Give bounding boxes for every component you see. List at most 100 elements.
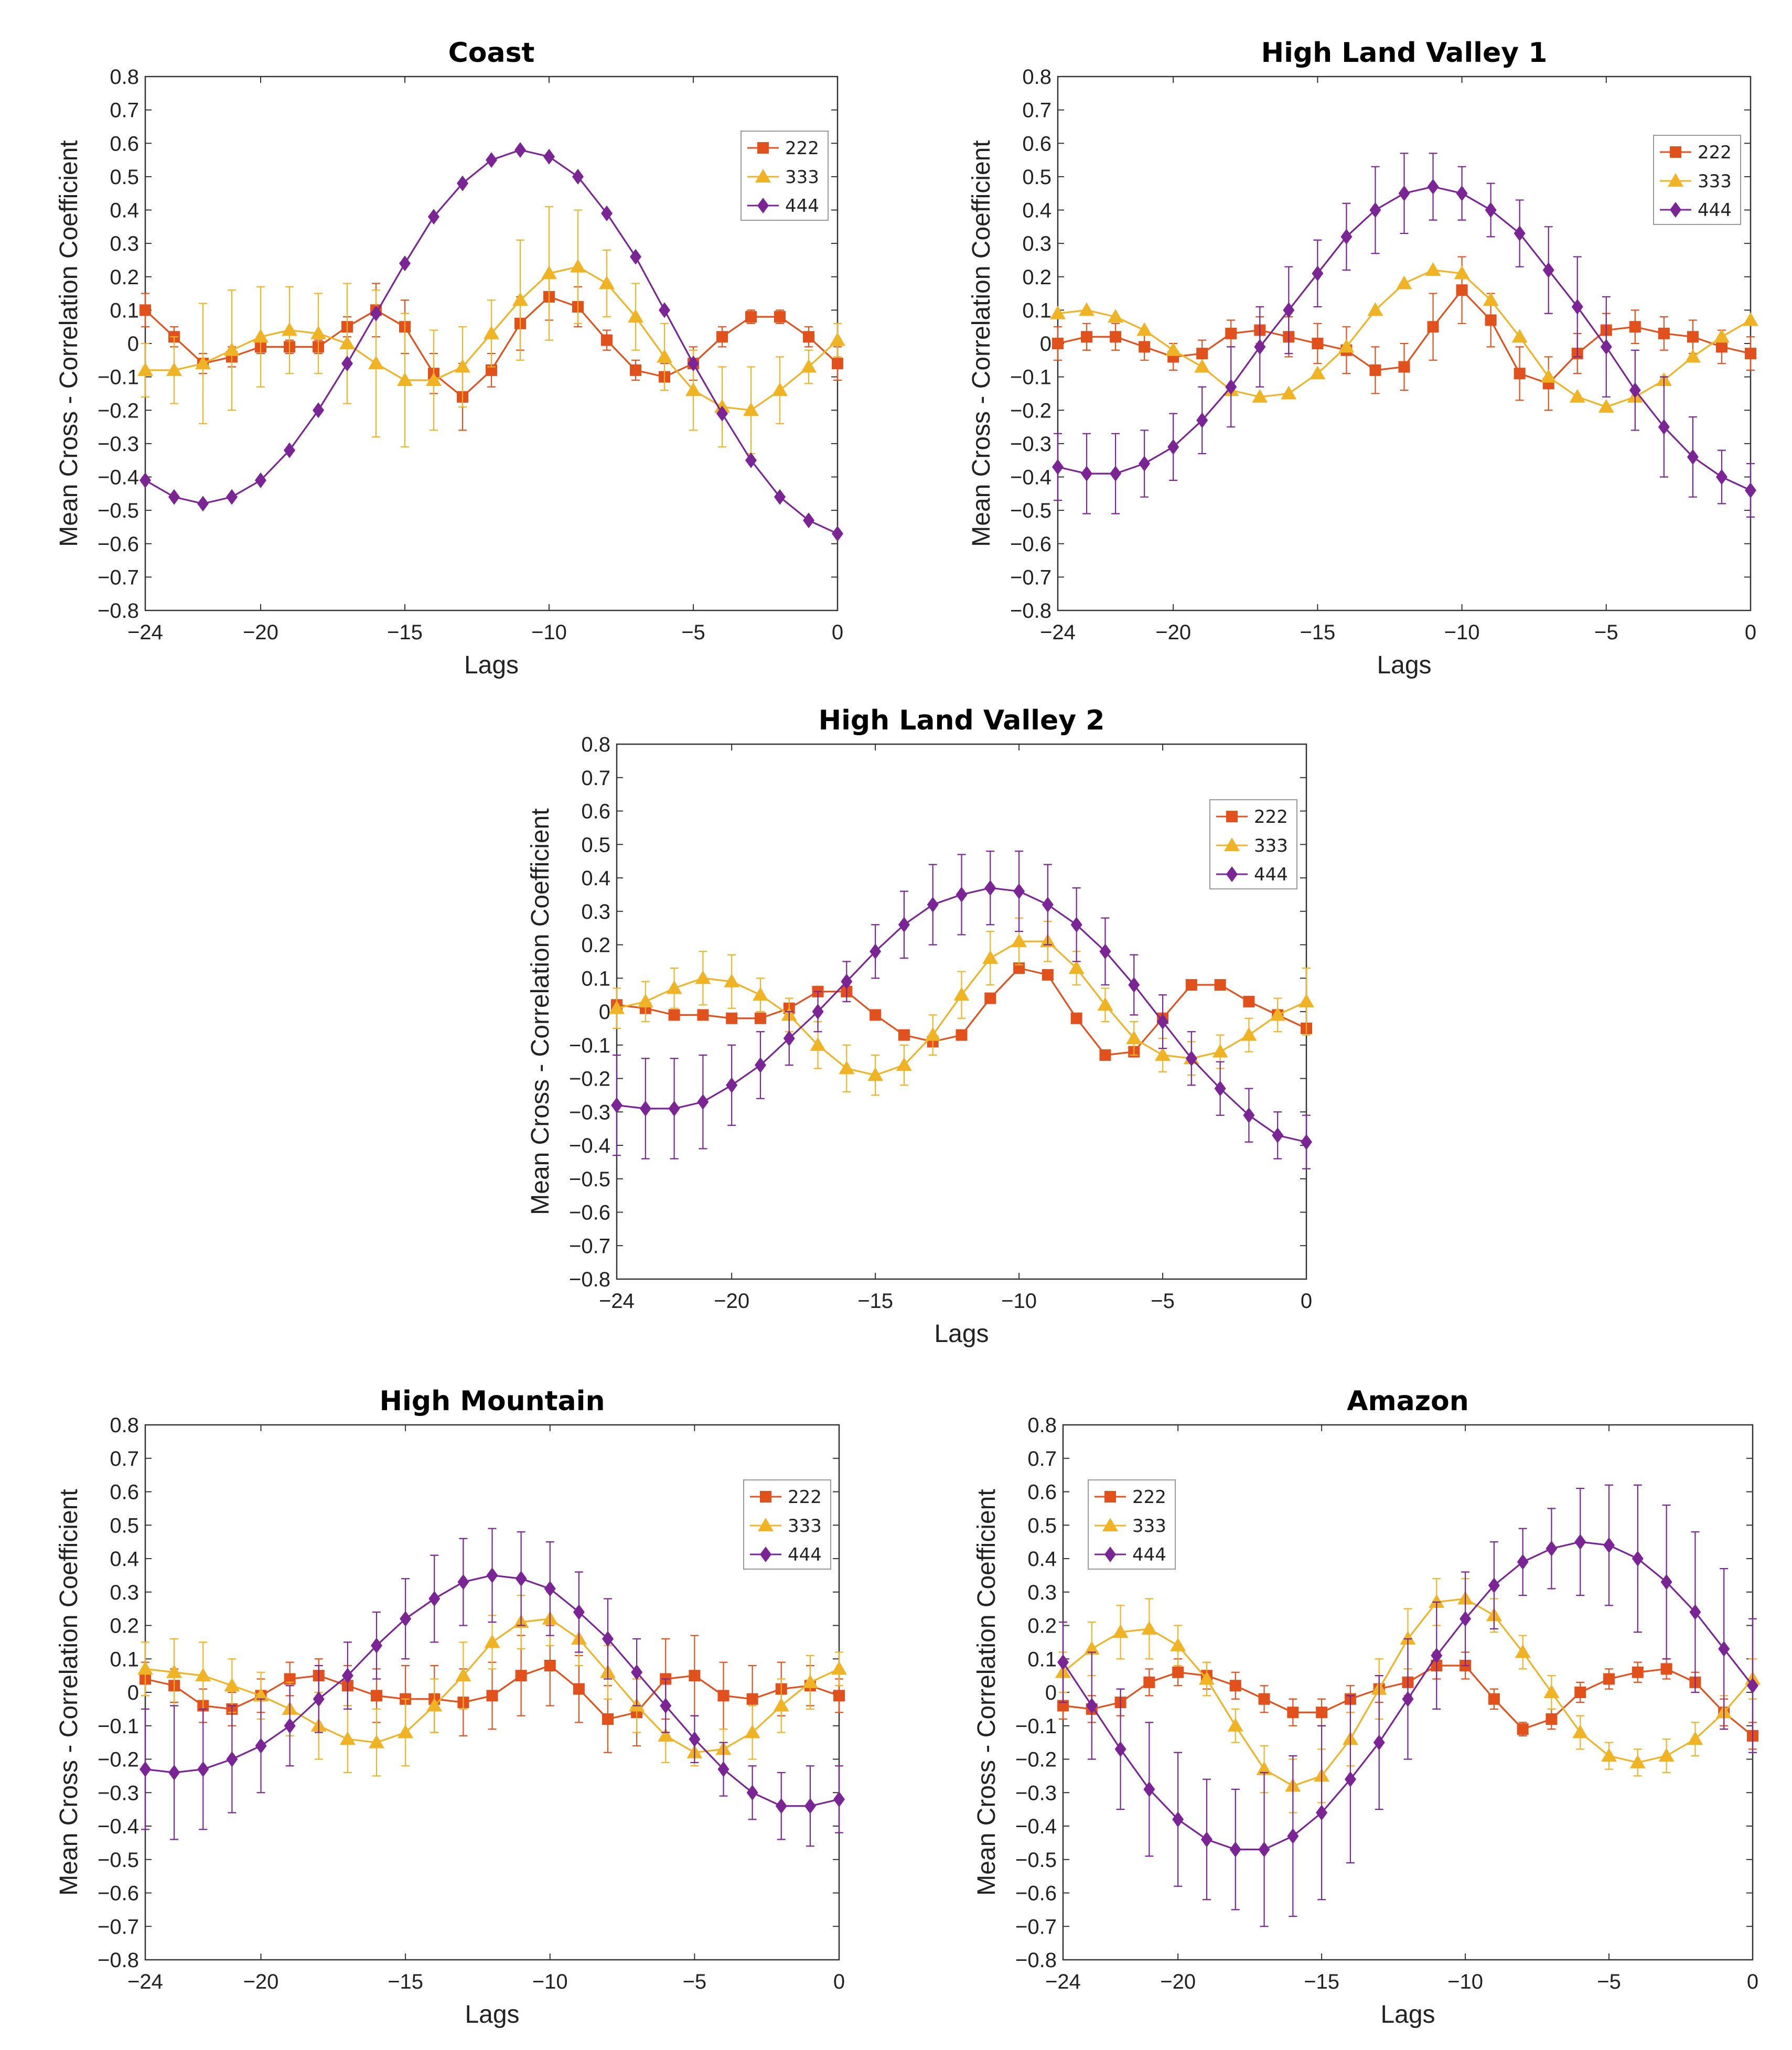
chart1-point-222 [1369,364,1381,376]
chart3-xtick-label: −5 [683,1970,707,1993]
chart1-ytick-label: −0.4 [1010,466,1051,489]
chart0-y-axis-label: Mean Cross - Correlation Coefficient [55,140,83,546]
chart2-legend-label-333: 333 [1254,835,1288,856]
chart0-point-222 [716,331,728,343]
chart0-point-333 [628,309,643,323]
chart1-legend-marker-444 [1670,202,1681,218]
chart0-point-444 [168,489,180,505]
chart2-point-444 [668,1100,680,1117]
chart3-point-444 [631,1664,643,1680]
chart4-ytick-label: 0.3 [1027,1581,1057,1604]
chart2-point-444 [1128,977,1140,993]
chart4-point-333 [1543,1684,1560,1698]
chart2-point-444 [611,1097,623,1113]
chart2-legend-marker-444 [1226,866,1238,882]
chart4-point-444 [1747,1678,1758,1694]
chart0-ytick-label: −0.2 [98,399,139,422]
chart0-ytick-label: −0.8 [98,599,139,622]
chart1-point-222 [1225,327,1237,339]
chart1-ytick-label: 0.7 [1022,99,1051,122]
chart1-point-333 [1684,349,1701,363]
chart0-ytick-label: 0.1 [110,299,139,322]
chart0-point-444 [370,305,382,321]
chart4-point-222 [1632,1666,1644,1678]
chart4-xtick-label: 0 [1747,1970,1758,1993]
chart2-title: High Land Valley 2 [819,705,1105,736]
chart4-point-444 [1143,1781,1155,1797]
chart0-point-444 [457,175,468,191]
chart1-point-333 [1540,369,1557,383]
chart1-point-222 [1427,321,1439,333]
chart2-point-222 [1243,995,1255,1007]
chart3-legend-marker-222 [760,1491,771,1502]
chart1-point-444 [1052,459,1064,475]
chart4-point-444 [1460,1611,1472,1627]
chart3-point-444 [255,1738,267,1754]
chart0-point-222 [803,331,814,343]
chart1-point-444 [1514,226,1526,242]
chart3-ytick-label: −0.8 [98,1949,139,1972]
chart3-point-222 [602,1713,614,1725]
chart1-point-222 [1687,331,1699,343]
chart4-ytick-label: −0.3 [1015,1781,1057,1805]
chart2-point-222 [726,1012,738,1024]
chart2-point-444 [1013,883,1025,899]
chart4-point-222 [1229,1680,1241,1692]
chart0-ytick-label: 0.2 [110,266,139,289]
chart0-legend: 222 333 444 [741,131,829,221]
chart4-point-444 [1114,1741,1126,1757]
chart1-ytick-label: −0.8 [1010,599,1051,622]
chart0-ytick-label: −0.3 [98,433,139,456]
chart1-legend-label-222: 222 [1698,142,1732,163]
chart2-point-444 [1214,1080,1226,1097]
chart1-point-444 [1571,299,1583,315]
chart3-point-444 [341,1668,353,1684]
chart1-point-222 [1139,341,1151,353]
chart1-point-444 [1139,456,1151,472]
chart3-ytick-label: 0.8 [110,1414,139,1437]
chart1-point-333 [1598,399,1614,413]
chart3-point-444 [804,1798,816,1814]
chart3-point-444 [371,1637,382,1654]
chart1-ytick-label: −0.1 [1010,366,1051,389]
chart1-ytick-label: 0.4 [1022,199,1051,222]
chart3-xtick-label: 0 [833,1970,845,1993]
chart0-xtick-label: −20 [243,621,278,644]
chart3-ytick-label: −0.1 [98,1715,139,1738]
chart4-point-222 [1316,1706,1328,1719]
chart2-point-444 [1157,1014,1169,1030]
chart1-point-333 [1454,265,1470,280]
chart4-point-222 [1546,1713,1558,1725]
chart3-point-222 [573,1683,585,1695]
chart0-point-333 [772,382,788,396]
chart2-point-444 [956,886,968,903]
chart3-ytick-label: 0.2 [110,1615,139,1638]
chart2-point-444 [927,897,939,913]
chart2-point-222 [1099,1049,1111,1061]
chart1-point-333 [1396,275,1412,289]
chart3-ytick-label: −0.5 [98,1849,139,1872]
chart4-point-444 [1431,1647,1443,1663]
chart0-point-444 [284,442,295,458]
chart2-point-222 [870,1009,882,1021]
chart3-point-333 [426,1698,443,1712]
chart3-point-444 [313,1691,325,1707]
chart2-point-222 [1214,979,1226,991]
chart1-point-333 [1511,329,1528,343]
chart4-ytick-label: −0.4 [1015,1815,1057,1838]
chart1-ytick-label: 0.2 [1022,266,1051,289]
chart3-point-222 [515,1670,527,1682]
chart1-legend-marker-222 [1670,146,1681,158]
chart1-point-333 [1165,342,1182,356]
chart0-legend-label-333: 333 [785,167,819,188]
chart1-point-444 [1745,482,1756,498]
chart3-ytick-label: 0.3 [110,1581,139,1604]
chart3-point-333 [455,1668,471,1682]
chart4-title: Amazon [1347,1386,1469,1417]
chart4-ytick-label: −0.5 [1015,1849,1057,1872]
chart3-ytick-label: 0.6 [110,1481,139,1504]
chart0-point-222 [774,311,786,323]
chart2-point-444 [812,1004,824,1019]
chart2-ytick-label: −0.2 [569,1068,610,1091]
chart2-ytick-label: 0.5 [581,833,610,856]
